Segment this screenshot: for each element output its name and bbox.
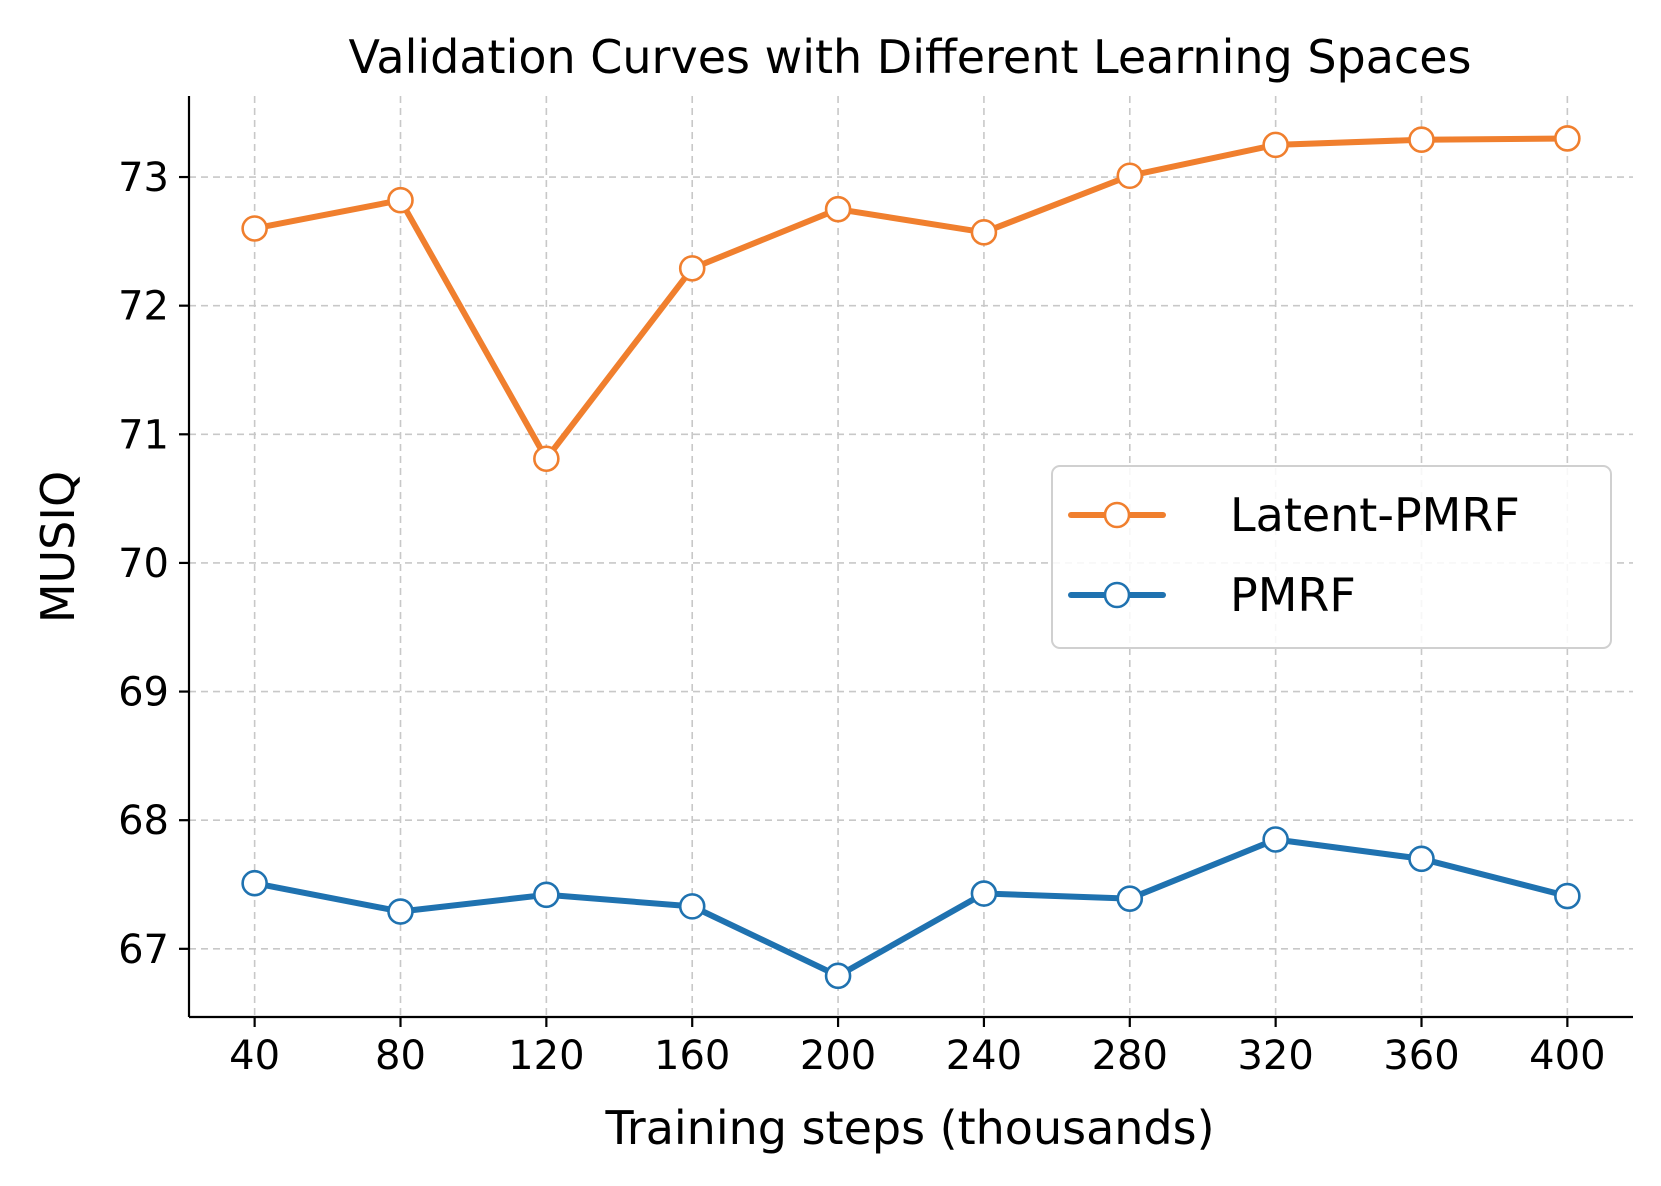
data-point-pmrf — [1554, 882, 1581, 910]
x-tick-label: 120 — [508, 1033, 584, 1079]
x-axis-label: Training steps (thousands) — [604, 1101, 1214, 1155]
legend-label-latent-pmrf: Latent-PMRF — [1230, 488, 1520, 542]
data-point-pmrf — [824, 962, 852, 990]
series-line-latent-pmrf — [251, 135, 1571, 462]
x-tick-label: 360 — [1383, 1033, 1459, 1079]
y-tick-label: 72 — [118, 284, 169, 330]
x-tick-label: 320 — [1237, 1033, 1313, 1079]
data-point-pmrf — [1408, 845, 1435, 873]
y-tick-label: 68 — [118, 798, 169, 844]
y-tick-label: 73 — [118, 155, 169, 201]
data-point-pmrf — [241, 869, 268, 897]
data-point-latent-pmrf — [678, 255, 706, 282]
data-point-latent-pmrf — [970, 219, 998, 246]
data-point-pmrf — [1116, 885, 1144, 912]
chart-title: Validation Curves with Different Learnin… — [349, 30, 1472, 84]
data-point-latent-pmrf — [1116, 162, 1144, 190]
legend: Latent-PMRF PMRF — [1051, 465, 1612, 649]
y-tick-label: 70 — [118, 541, 169, 587]
data-point-pmrf — [970, 880, 998, 907]
x-tick-label: 280 — [1092, 1033, 1168, 1079]
y-tick-label: 71 — [118, 412, 169, 458]
data-point-pmrf — [678, 893, 706, 920]
data-point-latent-pmrf — [241, 215, 268, 242]
x-tick-label: 240 — [946, 1033, 1022, 1079]
y-tick-label: 67 — [118, 927, 169, 973]
series-line-pmrf — [251, 836, 1571, 979]
legend-box — [1051, 465, 1612, 649]
data-point-pmrf — [387, 898, 414, 925]
data-point-latent-pmrf — [1554, 125, 1581, 152]
data-point-pmrf — [1262, 826, 1289, 853]
data-point-latent-pmrf — [824, 195, 852, 223]
x-tick-label: 40 — [229, 1033, 280, 1079]
axes: 40 80 120 160 200 240 280 320 360 400 67 68 69 70 71 72… — [118, 96, 1633, 1079]
plot-series — [241, 125, 1581, 990]
legend-marker-pmrf — [1103, 581, 1131, 609]
x-tick-label: 400 — [1529, 1033, 1605, 1079]
data-point-latent-pmrf — [387, 186, 414, 214]
y-tick-label: 69 — [118, 670, 169, 716]
x-tick-label: 160 — [654, 1033, 730, 1079]
x-tick-label: 200 — [800, 1033, 876, 1079]
data-point-latent-pmrf — [533, 445, 560, 473]
legend-marker-latent-pmrf — [1103, 501, 1131, 529]
data-point-latent-pmrf — [1408, 126, 1435, 154]
y-axis-label: MUSIQ — [31, 471, 85, 623]
legend-label-pmrf: PMRF — [1230, 568, 1356, 622]
data-point-pmrf — [533, 881, 560, 909]
x-tick-label: 80 — [375, 1033, 426, 1079]
data-point-latent-pmrf — [1262, 131, 1289, 159]
